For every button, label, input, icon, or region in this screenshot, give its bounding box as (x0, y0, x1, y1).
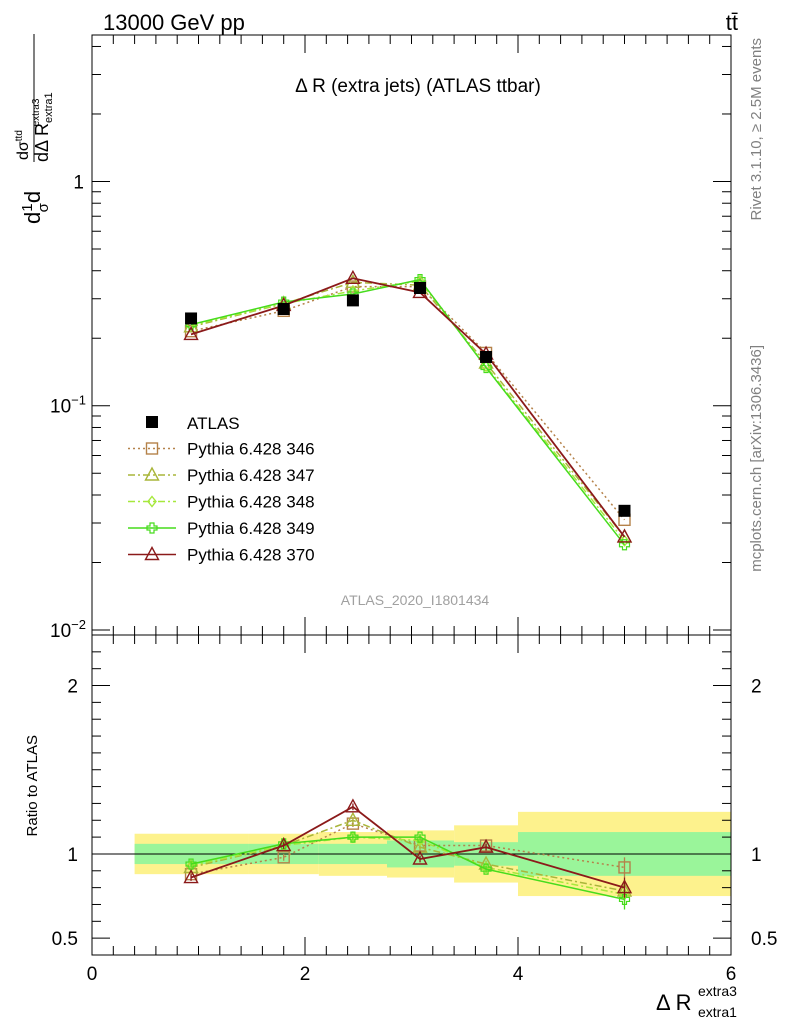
main-y-tick-mantissa: 10 (50, 621, 71, 642)
plot-title: Δ R (extra jets) (ATLAS ttbar) (295, 76, 541, 97)
main-series-layer (183, 269, 633, 551)
legend-marker (144, 546, 160, 561)
side-label-bottom: mcplots.cern.ch [arXiv:1306.3436] (748, 345, 765, 572)
svg-text:d1σd: d1σd (19, 191, 52, 224)
legend-label: Pythia 6.428 349 (187, 519, 315, 538)
legend-marker (145, 442, 159, 455)
x-tick-label: 0 (87, 964, 98, 985)
y-title-frac-num: 1 (19, 203, 36, 211)
ratio-series-layer (183, 798, 633, 910)
ratio-series-point (414, 831, 426, 843)
ratio-y-tick-label-right: 0.5 (751, 929, 777, 950)
legend-label: Pythia 6.428 370 (187, 546, 315, 565)
main-series-point (480, 361, 492, 374)
legend-label: Pythia 6.428 348 (187, 493, 315, 512)
legend-label: Pythia 6.428 347 (187, 466, 315, 485)
main-y-tick-label: 1 (73, 172, 84, 193)
x-title-sup: extra3 (698, 983, 737, 999)
ratio-series-point (185, 858, 197, 870)
y-title-d2: d (20, 191, 45, 203)
ratio-series-point (618, 893, 631, 906)
main-y-tick-mantissa: 10 (50, 397, 71, 418)
atlas-data-point (277, 303, 290, 316)
ratio-y-tick-label: 1 (67, 845, 78, 866)
main-y-axis-title: d1σd dσttd dΔ Rextra1extra3 (14, 34, 55, 224)
legend-label-atlas: ATLAS (187, 414, 240, 433)
ratio-series-point (345, 798, 361, 813)
y-title-dsigma-sup: ttd (14, 130, 25, 141)
legend: ATLAS Pythia 6.428 346 Pythia 6.428 347 Pyt… (128, 414, 315, 565)
main-series-point (183, 325, 199, 341)
y-title-dr-sup: extra3 (31, 98, 42, 126)
atlas-data-point (618, 504, 631, 517)
ratio-series-line (190, 836, 625, 901)
main-series-point (345, 273, 361, 289)
main-series-point (619, 534, 630, 547)
process-label: tt̄ (726, 10, 738, 35)
x-tick-label: 4 (513, 964, 524, 985)
main-series-line (190, 277, 626, 538)
atlas-data-point (480, 350, 493, 363)
y-title-dr-sub: extra1 (43, 92, 55, 123)
main-series-point (345, 269, 361, 285)
ratio-series-point (276, 837, 292, 852)
y-title-frac-den: σ (35, 202, 52, 212)
atlas-data-point (414, 282, 427, 295)
ratio-y-axis-title: Ratio to ATLAS (24, 735, 41, 836)
main-series-point (616, 528, 633, 543)
ratio-series-point (480, 863, 492, 875)
main-y-tick-exponent: −2 (71, 617, 86, 632)
atlas-data-point (346, 294, 359, 307)
ratio-plot-frame (91, 634, 732, 956)
main-series-point (618, 539, 631, 551)
energy-label: 13000 GeV pp (103, 10, 245, 35)
ratio-series-point (478, 838, 494, 853)
main-y-tick-label: 10−2 (50, 617, 86, 642)
y-title-d: d (20, 212, 45, 224)
legend-marker (144, 466, 160, 481)
svg-text:dΔ Rextra1extra3: dΔ Rextra1extra3 (31, 92, 55, 162)
x-title-sub: extra1 (698, 1004, 737, 1020)
ratio-y-tick-label-right: 2 (751, 677, 762, 698)
x-title-main: Δ R (656, 990, 691, 1015)
atlas-data-point (185, 312, 198, 325)
ratio-y-tick-label: 2 (67, 677, 78, 698)
svg-text:dσttd: dσttd (14, 130, 32, 160)
ratio-series-point (412, 850, 428, 865)
ratio-series-line (190, 805, 625, 889)
ratio-y-tick-label: 0.5 (52, 929, 78, 950)
ratio-series-line (190, 836, 625, 896)
main-y-tick-mantissa: 1 (73, 172, 84, 193)
x-tick-label: 2 (300, 964, 311, 985)
x-tick-label: 6 (726, 964, 737, 985)
analysis-id: ATLAS_2020_I1801434 (341, 592, 490, 608)
y-title-dsigma: dσ (15, 141, 32, 160)
ratio-series-point (183, 869, 199, 884)
legend-label: Pythia 6.428 346 (187, 440, 315, 459)
y-title-dr: dΔ R (32, 123, 52, 162)
x-axis-title: Δ R extra3 extra1 (656, 983, 737, 1020)
ratio-y-tick-label-right: 1 (751, 845, 762, 866)
ratio-series-point (345, 811, 361, 826)
ratio-series-point (616, 879, 633, 894)
ratio-series-point (277, 851, 290, 864)
legend-marker-atlas (146, 416, 158, 428)
ratio-series-point (618, 861, 631, 874)
side-label-top: Rivet 3.1.10, ≥ 2.5M events (748, 38, 765, 221)
main-y-tick-label: 10−1 (50, 393, 86, 418)
ratio-series-point (347, 831, 359, 843)
legend-marker (147, 495, 157, 508)
main-series-line (190, 278, 626, 546)
axes-ticks: 110−110−22 21 10.5 0.50 2 4 6 (50, 35, 777, 985)
legend-marker (146, 522, 158, 534)
main-y-tick-exponent: −1 (71, 393, 86, 408)
